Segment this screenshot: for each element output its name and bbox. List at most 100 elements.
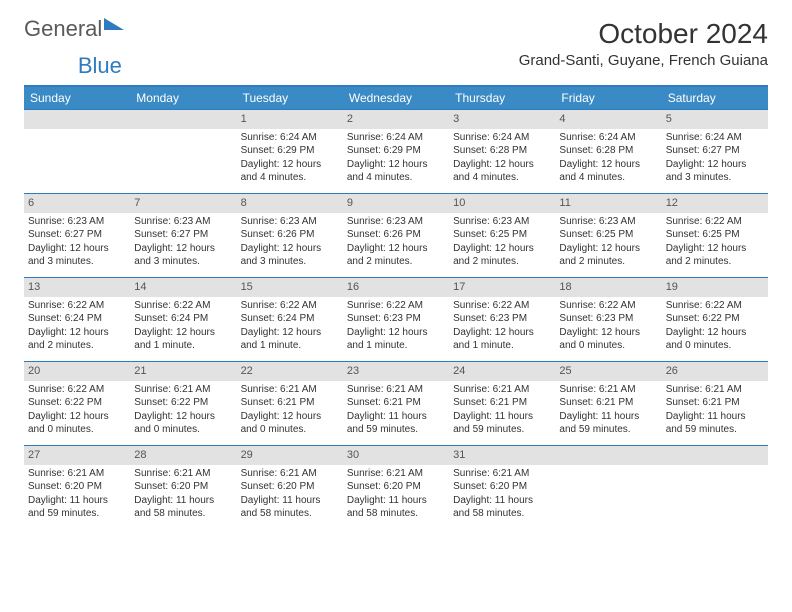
daylight-line: Daylight: 12 hours and 0 minutes. — [134, 410, 232, 437]
sunset-line: Sunset: 6:25 PM — [559, 228, 657, 242]
calendar-day-cell: 24Sunrise: 6:21 AMSunset: 6:21 PMDayligh… — [449, 361, 555, 445]
calendar-day-cell: 18Sunrise: 6:22 AMSunset: 6:23 PMDayligh… — [555, 277, 661, 361]
sunset-line: Sunset: 6:20 PM — [28, 480, 126, 494]
calendar-day-cell: 29Sunrise: 6:21 AMSunset: 6:20 PMDayligh… — [237, 445, 343, 529]
day-details: Sunrise: 6:21 AMSunset: 6:21 PMDaylight:… — [555, 381, 661, 443]
day-details: Sunrise: 6:21 AMSunset: 6:21 PMDaylight:… — [449, 381, 555, 443]
calendar-body: 1Sunrise: 6:24 AMSunset: 6:29 PMDaylight… — [24, 109, 768, 529]
daylight-line: Daylight: 12 hours and 4 minutes. — [241, 158, 339, 185]
day-number: 10 — [449, 193, 555, 213]
sunset-line: Sunset: 6:27 PM — [28, 228, 126, 242]
calendar-day-cell: 17Sunrise: 6:22 AMSunset: 6:23 PMDayligh… — [449, 277, 555, 361]
day-details: Sunrise: 6:22 AMSunset: 6:24 PMDaylight:… — [130, 297, 236, 359]
sunrise-line: Sunrise: 6:21 AM — [666, 383, 764, 397]
daylight-line: Daylight: 12 hours and 2 minutes. — [559, 242, 657, 269]
calendar-day-cell — [130, 109, 236, 193]
calendar-day-cell: 3Sunrise: 6:24 AMSunset: 6:28 PMDaylight… — [449, 109, 555, 193]
calendar-day-cell: 20Sunrise: 6:22 AMSunset: 6:22 PMDayligh… — [24, 361, 130, 445]
day-details: Sunrise: 6:21 AMSunset: 6:21 PMDaylight:… — [662, 381, 768, 443]
calendar-day-cell: 12Sunrise: 6:22 AMSunset: 6:25 PMDayligh… — [662, 193, 768, 277]
daylight-line: Daylight: 11 hours and 59 minutes. — [559, 410, 657, 437]
day-details: Sunrise: 6:21 AMSunset: 6:21 PMDaylight:… — [343, 381, 449, 443]
sunrise-line: Sunrise: 6:24 AM — [559, 131, 657, 145]
daylight-line: Daylight: 12 hours and 2 minutes. — [28, 326, 126, 353]
day-details: Sunrise: 6:22 AMSunset: 6:25 PMDaylight:… — [662, 213, 768, 275]
calendar-day-cell: 2Sunrise: 6:24 AMSunset: 6:29 PMDaylight… — [343, 109, 449, 193]
sunset-line: Sunset: 6:23 PM — [347, 312, 445, 326]
calendar-day-cell: 9Sunrise: 6:23 AMSunset: 6:26 PMDaylight… — [343, 193, 449, 277]
sunset-line: Sunset: 6:24 PM — [28, 312, 126, 326]
calendar-week-row: 1Sunrise: 6:24 AMSunset: 6:29 PMDaylight… — [24, 109, 768, 193]
day-number: 21 — [130, 361, 236, 381]
daylight-line: Daylight: 11 hours and 58 minutes. — [134, 494, 232, 521]
sunset-line: Sunset: 6:27 PM — [666, 144, 764, 158]
day-number: 26 — [662, 361, 768, 381]
day-details: Sunrise: 6:22 AMSunset: 6:22 PMDaylight:… — [24, 381, 130, 443]
sunrise-line: Sunrise: 6:21 AM — [559, 383, 657, 397]
sunrise-line: Sunrise: 6:21 AM — [453, 467, 551, 481]
day-details: Sunrise: 6:21 AMSunset: 6:20 PMDaylight:… — [24, 465, 130, 527]
weekday-header: Wednesday — [343, 86, 449, 109]
daylight-line: Daylight: 12 hours and 3 minutes. — [28, 242, 126, 269]
calendar-week-row: 27Sunrise: 6:21 AMSunset: 6:20 PMDayligh… — [24, 445, 768, 529]
calendar-day-cell: 27Sunrise: 6:21 AMSunset: 6:20 PMDayligh… — [24, 445, 130, 529]
daylight-line: Daylight: 12 hours and 1 minute. — [453, 326, 551, 353]
sunrise-line: Sunrise: 6:22 AM — [559, 299, 657, 313]
weekday-header-row: SundayMondayTuesdayWednesdayThursdayFrid… — [24, 86, 768, 109]
day-number: 9 — [343, 193, 449, 213]
sunrise-line: Sunrise: 6:22 AM — [28, 383, 126, 397]
day-details: Sunrise: 6:21 AMSunset: 6:20 PMDaylight:… — [237, 465, 343, 527]
calendar-day-cell: 19Sunrise: 6:22 AMSunset: 6:22 PMDayligh… — [662, 277, 768, 361]
calendar-day-cell — [662, 445, 768, 529]
daylight-line: Daylight: 11 hours and 58 minutes. — [453, 494, 551, 521]
daylight-line: Daylight: 12 hours and 0 minutes. — [241, 410, 339, 437]
logo-word1: General — [24, 18, 102, 40]
sunrise-line: Sunrise: 6:21 AM — [134, 467, 232, 481]
calendar-day-cell — [555, 445, 661, 529]
calendar-day-cell: 1Sunrise: 6:24 AMSunset: 6:29 PMDaylight… — [237, 109, 343, 193]
daylight-line: Daylight: 12 hours and 4 minutes. — [559, 158, 657, 185]
day-number: 20 — [24, 361, 130, 381]
sunrise-line: Sunrise: 6:22 AM — [666, 215, 764, 229]
day-number: 16 — [343, 277, 449, 297]
day-details: Sunrise: 6:22 AMSunset: 6:23 PMDaylight:… — [449, 297, 555, 359]
calendar-day-cell: 16Sunrise: 6:22 AMSunset: 6:23 PMDayligh… — [343, 277, 449, 361]
daylight-line: Daylight: 12 hours and 0 minutes. — [559, 326, 657, 353]
sunset-line: Sunset: 6:21 PM — [347, 396, 445, 410]
logo-word2: Blue — [78, 53, 122, 78]
day-details: Sunrise: 6:24 AMSunset: 6:28 PMDaylight:… — [555, 129, 661, 191]
day-details: Sunrise: 6:23 AMSunset: 6:27 PMDaylight:… — [24, 213, 130, 275]
sunrise-line: Sunrise: 6:21 AM — [347, 467, 445, 481]
day-number: 8 — [237, 193, 343, 213]
day-details: Sunrise: 6:23 AMSunset: 6:25 PMDaylight:… — [449, 213, 555, 275]
sunset-line: Sunset: 6:23 PM — [453, 312, 551, 326]
sunrise-line: Sunrise: 6:24 AM — [666, 131, 764, 145]
daylight-line: Daylight: 12 hours and 2 minutes. — [347, 242, 445, 269]
day-number: 3 — [449, 109, 555, 129]
day-number: 19 — [662, 277, 768, 297]
sunset-line: Sunset: 6:22 PM — [134, 396, 232, 410]
sunrise-line: Sunrise: 6:21 AM — [347, 383, 445, 397]
day-number: 24 — [449, 361, 555, 381]
sunset-line: Sunset: 6:25 PM — [453, 228, 551, 242]
day-number: 22 — [237, 361, 343, 381]
sunset-line: Sunset: 6:27 PM — [134, 228, 232, 242]
sunrise-line: Sunrise: 6:23 AM — [453, 215, 551, 229]
calendar-day-cell: 11Sunrise: 6:23 AMSunset: 6:25 PMDayligh… — [555, 193, 661, 277]
calendar-day-cell: 26Sunrise: 6:21 AMSunset: 6:21 PMDayligh… — [662, 361, 768, 445]
sunrise-line: Sunrise: 6:23 AM — [559, 215, 657, 229]
sunrise-line: Sunrise: 6:23 AM — [347, 215, 445, 229]
day-details: Sunrise: 6:24 AMSunset: 6:28 PMDaylight:… — [449, 129, 555, 191]
day-number: 6 — [24, 193, 130, 213]
daylight-line: Daylight: 12 hours and 3 minutes. — [241, 242, 339, 269]
daylight-line: Daylight: 11 hours and 58 minutes. — [241, 494, 339, 521]
day-number: 25 — [555, 361, 661, 381]
calendar-day-cell: 23Sunrise: 6:21 AMSunset: 6:21 PMDayligh… — [343, 361, 449, 445]
daylight-line: Daylight: 12 hours and 1 minute. — [134, 326, 232, 353]
day-number: 17 — [449, 277, 555, 297]
daylight-line: Daylight: 11 hours and 59 minutes. — [453, 410, 551, 437]
sunrise-line: Sunrise: 6:24 AM — [241, 131, 339, 145]
weekday-header: Sunday — [24, 86, 130, 109]
sunrise-line: Sunrise: 6:22 AM — [347, 299, 445, 313]
sunset-line: Sunset: 6:20 PM — [347, 480, 445, 494]
